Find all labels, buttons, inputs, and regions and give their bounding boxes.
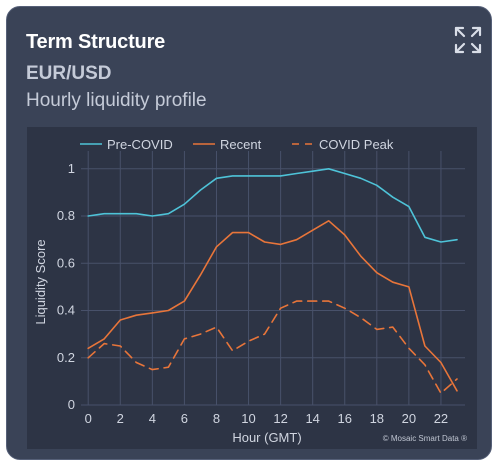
card-title: Term Structure [26, 31, 166, 53]
x-tick-label: 10 [241, 411, 255, 426]
legend-label: Recent [220, 137, 262, 152]
x-tick-label: 4 [149, 411, 156, 426]
legend-label: Pre-COVID [107, 137, 173, 152]
x-tick-label: 16 [338, 411, 352, 426]
card-description: Hourly liquidity profile [26, 90, 207, 111]
legend: Pre-COVID Recent COVID Peak [80, 137, 394, 152]
legend-label: COVID Peak [319, 137, 394, 152]
y-tick-label: 0 [68, 397, 75, 412]
series-lines [87, 167, 458, 395]
watermark: © Mosaic Smart Data ® [383, 434, 467, 443]
x-tick-label: 14 [305, 411, 319, 426]
x-tick-label: 22 [434, 411, 448, 426]
x-tick-label: 2 [117, 411, 124, 426]
y-tick-label: 0.6 [57, 255, 75, 270]
expand-icon[interactable] [453, 25, 483, 55]
x-tick-label: 20 [402, 411, 416, 426]
grid-lines [81, 151, 465, 406]
series-line-covid-peak [87, 300, 458, 395]
x-tick-label: 12 [273, 411, 287, 426]
series-line-recent [87, 220, 458, 392]
x-axis-label: Hour (GMT) [232, 430, 301, 445]
x-tick-label: 0 [85, 411, 92, 426]
x-tick-label: 6 [181, 411, 188, 426]
currency-pair: EUR/USD [26, 63, 112, 84]
series-line-pre-covid [87, 167, 458, 243]
y-tick-label: 0.2 [57, 350, 75, 365]
axis-ticks: 00.20.40.60.810 2 4 6 8 10 12 14 16 18 20 22 [57, 161, 448, 426]
y-tick-label: 1 [68, 161, 75, 176]
liquidity-chart: 00.20.40.60.810 2 4 6 8 10 12 14 16 18 20 22 Pre-CO… [27, 127, 477, 449]
y-tick-label: 0.4 [57, 303, 75, 318]
y-tick-label: 0.8 [57, 208, 75, 223]
x-tick-label: 8 [213, 411, 220, 426]
x-tick-label: 18 [370, 411, 384, 426]
y-axis-label: Liquidity Score [33, 239, 48, 324]
plot-background [27, 127, 477, 449]
term-structure-card: Term Structure EUR/USD Hourly liquidity … [6, 6, 492, 460]
